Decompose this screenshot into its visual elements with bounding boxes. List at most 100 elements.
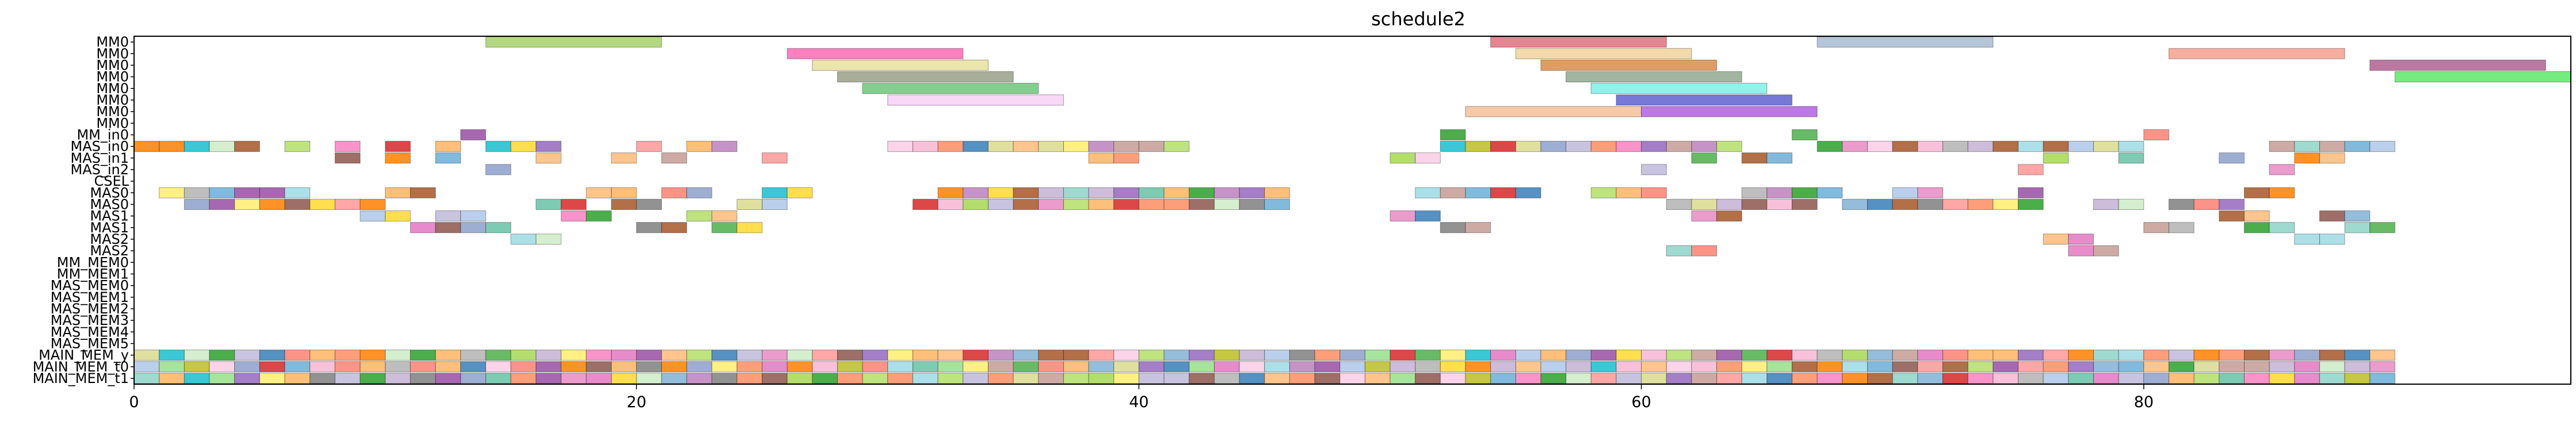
task-bar [1917,350,1944,361]
task-bar [937,373,964,384]
task-bar [284,141,311,152]
task-bar [1967,141,1994,152]
task-bar [1816,187,1843,198]
task-bar [360,350,386,361]
task-bar [1440,141,1466,152]
task-bar [2143,129,2169,140]
task-bar [862,350,888,361]
task-bar [1314,350,1341,361]
task-bar [1741,152,1768,164]
task-bar [2118,141,2144,152]
task-bar [2068,233,2094,245]
task-bar [1213,361,1240,373]
task-bar [1390,350,1416,361]
task-bar [1993,141,2018,152]
y-tick-label: MM0 [96,115,129,131]
y-tick-label: MM0 [96,69,129,85]
task-bar [1038,361,1064,373]
task-bar [435,222,461,233]
task-bar [460,129,486,140]
task-bar [184,361,210,373]
y-tick-label: MAS0 [90,196,129,212]
task-bar [360,361,386,373]
task-bar [661,152,688,164]
task-bar [2043,373,2069,384]
task-bar [510,233,537,245]
task-bar [2294,233,2320,245]
task-bar [963,361,989,373]
task-bar [686,350,712,361]
task-bar [711,210,738,222]
task-bar [510,373,537,384]
y-tick-label: MAS0 [90,185,129,201]
task-bar [1038,141,1064,152]
task-bar [1892,361,1918,373]
task-bar [2043,141,2069,152]
task-bar [2017,350,2044,361]
task-bar [1766,373,1793,384]
task-bar [1113,373,1139,384]
task-bar [887,350,913,361]
task-bar [2118,350,2144,361]
task-bar [1566,141,1592,152]
task-bar [2294,350,2320,361]
x-tick-label: 80 [2134,393,2154,411]
task-bar [1716,350,1742,361]
task-bar [787,187,813,198]
task-bar [812,373,838,384]
task-bar [736,222,762,233]
task-bar [1691,361,1718,373]
task-bar [2068,350,2094,361]
task-bar [1415,350,1441,361]
task-bar [435,152,461,164]
task-bar [586,350,612,361]
task-bar [1138,187,1165,198]
task-bar [937,141,964,152]
y-tick-label: MM0 [96,81,129,97]
task-bar [209,198,235,210]
task-bar [1792,350,1818,361]
task-bar [1239,361,1265,373]
task-bar [1842,361,1868,373]
task-bar [259,361,285,373]
task-bar [2269,222,2295,233]
task-bar [1440,350,1466,361]
task-bar [284,187,311,198]
task-bar [1741,350,1768,361]
task-bar [1741,198,1768,210]
task-bar [887,361,913,373]
y-tick-label: MAS2 [90,231,129,247]
task-bar [1666,245,1692,256]
task-bar [2093,373,2119,384]
task-bar [2243,187,2270,198]
task-bar [912,198,938,210]
task-bar [1590,83,1768,94]
task-bar [560,210,587,222]
y-tick-label: MM_in0 [77,127,129,143]
task-bar [2143,222,2169,233]
task-bar [1892,141,1918,152]
task-bar [1138,141,1165,152]
task-bar [259,187,285,198]
task-bar [1515,141,1541,152]
task-bar [837,71,1014,83]
task-bar [1943,350,1968,361]
task-bar [2243,210,2270,222]
task-bar [1993,373,2018,384]
task-bar [1616,361,1642,373]
task-bar [1842,350,1868,361]
task-bar [259,373,285,384]
task-bar [1063,187,1089,198]
task-bar [1289,361,1315,373]
task-bar [1566,350,1592,361]
x-tick-label: 20 [627,393,646,411]
task-bar [1515,373,1541,384]
task-bar [460,361,486,373]
y-tick-label: MAS_MEM4 [51,324,129,340]
task-bar [1063,198,1089,210]
task-bar [2118,152,2144,164]
task-bar [2219,361,2245,373]
task-bar [711,141,738,152]
task-bar [360,210,386,222]
task-bar [485,36,662,48]
